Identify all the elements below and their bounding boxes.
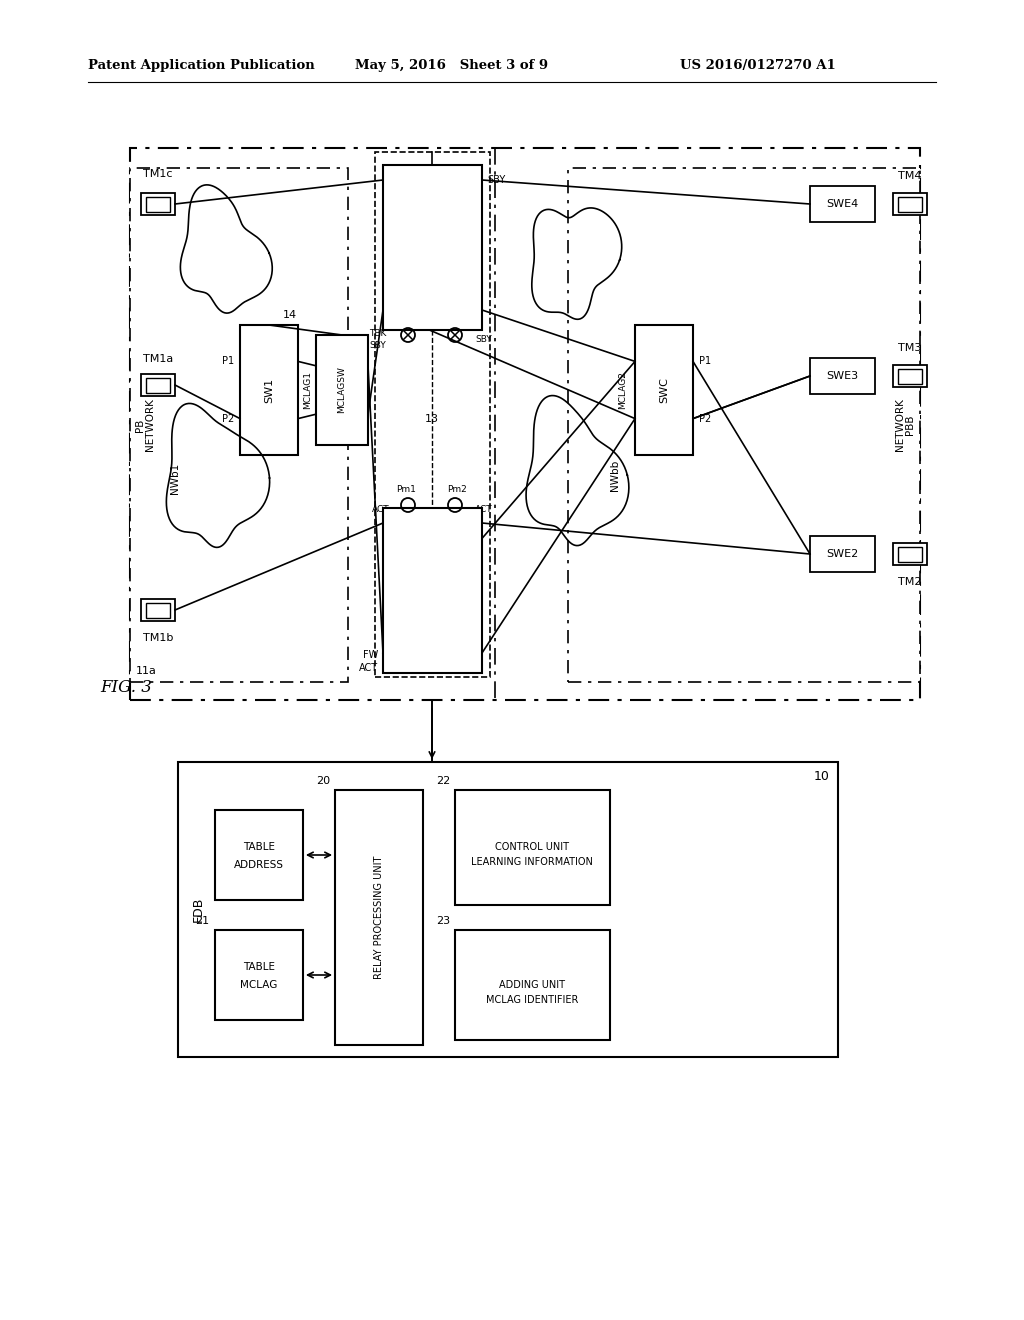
- Text: FW: FW: [362, 649, 378, 660]
- Text: MCLAG IDENTIFIER: MCLAG IDENTIFIER: [485, 995, 579, 1005]
- Bar: [240, 325, 298, 455]
- Text: CONTROL UNIT: CONTROL UNIT: [495, 842, 569, 851]
- Bar: [898, 197, 922, 213]
- Text: TBK: TBK: [369, 329, 386, 338]
- Text: ACT: ACT: [475, 506, 493, 515]
- Text: 10: 10: [814, 770, 830, 783]
- Bar: [375, 152, 490, 677]
- Text: P2: P2: [699, 413, 712, 424]
- Text: May 5, 2016   Sheet 3 of 9: May 5, 2016 Sheet 3 of 9: [355, 58, 548, 71]
- Text: MCLAG2: MCLAG2: [618, 371, 627, 409]
- Text: ACT: ACT: [373, 506, 390, 515]
- Text: Pd: Pd: [391, 520, 403, 531]
- Text: Pm2: Pm2: [447, 486, 467, 495]
- Text: P1: P1: [699, 356, 711, 367]
- Text: PBB: PBB: [905, 414, 915, 436]
- Text: NWbb: NWbb: [610, 459, 620, 491]
- Bar: [335, 789, 423, 1045]
- Text: FIG. 3: FIG. 3: [100, 678, 152, 696]
- Text: Pd: Pd: [391, 177, 403, 187]
- Text: FDB: FDB: [191, 896, 205, 921]
- Text: ADDING UNIT: ADDING UNIT: [499, 979, 565, 990]
- Bar: [316, 335, 368, 445]
- Bar: [141, 193, 175, 215]
- Text: US 2016/0127270 A1: US 2016/0127270 A1: [680, 58, 836, 71]
- Bar: [130, 168, 348, 682]
- Bar: [893, 366, 927, 387]
- Text: Pb: Pb: [393, 310, 406, 319]
- Bar: [383, 165, 482, 330]
- Text: 13: 13: [425, 414, 439, 424]
- Text: 20: 20: [315, 776, 330, 785]
- Text: MCLAGSW: MCLAGSW: [338, 367, 346, 413]
- Bar: [178, 762, 838, 1057]
- Text: SWE4: SWE4: [826, 199, 858, 209]
- Text: TABLE: TABLE: [243, 842, 275, 851]
- Text: 11a: 11a: [136, 667, 157, 676]
- Bar: [146, 603, 170, 618]
- Text: Patent Application Publication: Patent Application Publication: [88, 58, 314, 71]
- Text: 23: 23: [436, 916, 450, 927]
- Text: Pu: Pu: [462, 177, 474, 187]
- Text: TM1c: TM1c: [143, 169, 173, 180]
- Text: Pm1: Pm1: [396, 315, 416, 325]
- Text: P1: P1: [222, 356, 234, 367]
- Text: SBY: SBY: [475, 335, 492, 345]
- Text: SWE1b: SWE1b: [413, 252, 452, 261]
- Text: Pu: Pu: [462, 520, 474, 531]
- Text: MCLAG: MCLAG: [241, 979, 278, 990]
- Text: TABLE: TABLE: [243, 962, 275, 972]
- Bar: [893, 543, 927, 565]
- Bar: [810, 186, 874, 222]
- Bar: [383, 508, 482, 673]
- Bar: [141, 374, 175, 396]
- Text: SWC: SWC: [659, 378, 669, 403]
- Text: SWE3: SWE3: [826, 371, 858, 381]
- Text: SW1: SW1: [264, 378, 274, 403]
- Text: TM2: TM2: [898, 577, 922, 587]
- Text: TM3: TM3: [898, 343, 922, 352]
- Text: SBY: SBY: [487, 176, 505, 185]
- Text: P2: P2: [222, 413, 234, 424]
- Bar: [130, 148, 920, 700]
- Text: SWE1a: SWE1a: [413, 595, 452, 605]
- Text: SWE2: SWE2: [826, 549, 858, 558]
- Text: LEARNING INFORMATION: LEARNING INFORMATION: [471, 857, 593, 867]
- Text: 14: 14: [283, 310, 297, 319]
- Text: ACT: ACT: [358, 663, 378, 673]
- Text: 21: 21: [195, 916, 209, 927]
- Text: 22: 22: [436, 776, 450, 785]
- Bar: [810, 358, 874, 393]
- Bar: [893, 193, 927, 215]
- Bar: [455, 931, 610, 1040]
- Text: TM1b: TM1b: [142, 634, 173, 643]
- Text: NETWORK: NETWORK: [145, 399, 155, 451]
- Bar: [215, 931, 303, 1020]
- Text: RELAY PROCESSING UNIT: RELAY PROCESSING UNIT: [374, 855, 384, 978]
- Bar: [146, 378, 170, 393]
- Text: TM1a: TM1a: [143, 354, 173, 364]
- Bar: [568, 168, 920, 682]
- Text: NETWORK: NETWORK: [895, 399, 905, 451]
- Text: TM4: TM4: [898, 172, 922, 181]
- Text: Pm1: Pm1: [396, 486, 416, 495]
- Text: PB: PB: [135, 418, 145, 432]
- Text: MCLAG1: MCLAG1: [303, 371, 312, 409]
- Bar: [146, 197, 170, 213]
- Text: SBY: SBY: [370, 341, 386, 350]
- Bar: [635, 325, 693, 455]
- Bar: [215, 810, 303, 900]
- Text: NWb1: NWb1: [170, 462, 180, 494]
- Bar: [810, 536, 874, 572]
- Bar: [141, 599, 175, 620]
- Bar: [898, 546, 922, 562]
- Text: Pm2: Pm2: [447, 315, 467, 325]
- Bar: [455, 789, 610, 906]
- Text: Pb: Pb: [393, 653, 406, 663]
- Text: ADDRESS: ADDRESS: [234, 861, 284, 870]
- Bar: [898, 370, 922, 384]
